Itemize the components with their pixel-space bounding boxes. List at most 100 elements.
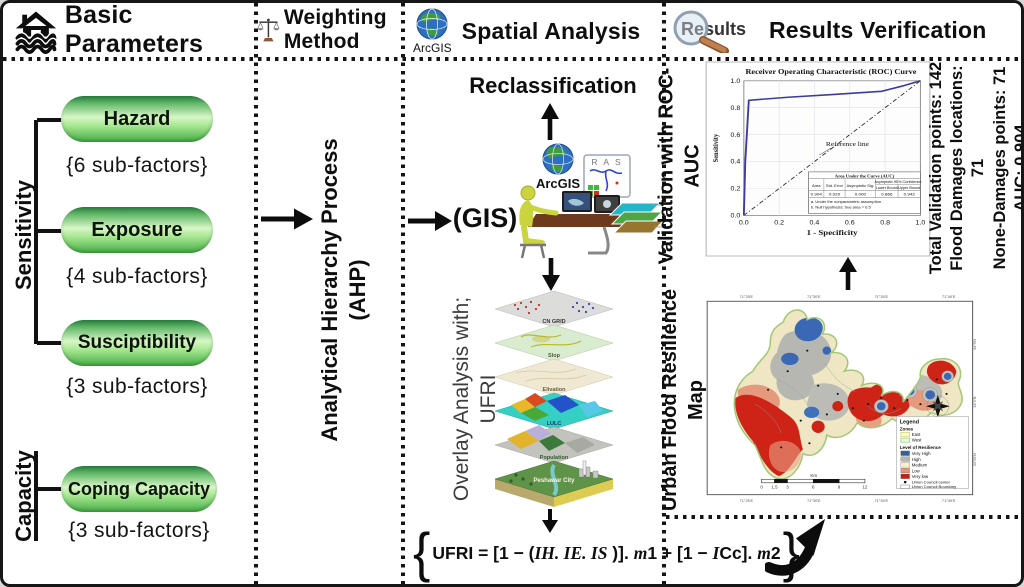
legend-title: Legend <box>900 420 919 426</box>
layer-label-population: Population <box>540 455 569 461</box>
svg-text:0.0: 0.0 <box>731 213 741 219</box>
header-results-verification: Results Results Verification <box>667 3 1021 57</box>
svg-text:0.000: 0.000 <box>855 192 867 197</box>
svg-text:33°55'N: 33°55'N <box>973 453 977 466</box>
legend-levels-title: Level of Resilience <box>900 445 942 450</box>
layer-label-slop: Slop <box>548 353 561 359</box>
svg-text:71°40'E: 71°40'E <box>942 295 956 299</box>
svg-text:b. Null hypothesis: true area: b. Null hypothesis: true area = 0.5 <box>811 206 871 210</box>
svg-text:High: High <box>912 457 922 462</box>
capacity-stub-coping <box>37 487 61 491</box>
factor-label-hazard: Hazard <box>103 107 171 130</box>
validation-stats: Total Validation points: 142 Flood Damag… <box>927 54 1024 282</box>
stat-flood-damage-locations: Flood Damages locations: 71 <box>948 65 988 271</box>
stat-total-validation-points: Total Validation points: 142 <box>927 61 946 275</box>
svg-text:0.904: 0.904 <box>811 192 823 197</box>
ras-river-glyph <box>589 169 623 192</box>
svg-text:0.866: 0.866 <box>881 192 893 197</box>
map-district-boundary <box>733 309 963 480</box>
ufri-formula: { UFRI = [1 − (IH. IE. IS )]. m1 + [1 − … <box>413 525 800 581</box>
map-x-ticks-bottom: 71°25'E 71°30'E 71°35'E 71°40'E <box>740 499 956 503</box>
svg-text:9: 9 <box>838 485 841 490</box>
svg-text:0.8: 0.8 <box>880 220 890 226</box>
factor-box-coping-capacity: Coping Capacity <box>61 466 217 512</box>
roc-reference-line <box>743 80 921 216</box>
header-title-basic-parameters: Basic Parameters <box>64 1 204 58</box>
svg-text:0.4: 0.4 <box>731 159 741 165</box>
resilience-map: 71°25'E 71°30'E 71°35'E 71°40'E 71°25'E … <box>706 295 977 503</box>
svg-text:a. Under the nonparametric ass: a. Under the nonparametric assumption <box>811 200 881 204</box>
roc-ylabel: Sensitivity <box>711 133 720 162</box>
flood-house-icon <box>15 11 57 54</box>
map-union-council-centers <box>767 349 948 449</box>
svg-text:0.2: 0.2 <box>774 220 784 226</box>
arrow-up-to-reclassification <box>541 103 559 140</box>
roc-y-ticks: 1.0 0.8 0.6 0.4 0.2 0.0 <box>731 78 741 219</box>
svg-text:Asymptotic Sig.: Asymptotic Sig. <box>847 184 875 188</box>
results-magnifier-icon: Results <box>673 10 746 53</box>
header-title-weighting-method: Weighting Method <box>284 6 401 54</box>
svg-text:0.0: 0.0 <box>739 220 749 226</box>
svg-text:71°30'E: 71°30'E <box>807 295 821 299</box>
gis-label: (GIS) <box>452 203 518 233</box>
subfactors-coping-capacity: {3 sub-factors} <box>68 519 210 542</box>
map-internal-boundaries <box>754 362 901 434</box>
svg-text:Medium: Medium <box>912 463 928 468</box>
svg-text:34°5'N: 34°5'N <box>973 339 977 350</box>
subfactors-exposure: {4 sub-factors} <box>66 265 208 288</box>
map-x-ticks-top: 71°25'E 71°30'E 71°35'E 71°40'E <box>740 295 956 299</box>
factor-box-hazard: Hazard <box>61 96 213 142</box>
svg-text:6: 6 <box>812 485 815 490</box>
arrow-down-to-overlay <box>542 258 560 291</box>
svg-text:Union Council Boundary: Union Council Boundary <box>912 484 957 489</box>
ras-caption: R A S <box>591 157 622 167</box>
factor-label-susciptibility: Susciptibility <box>77 332 197 353</box>
sensitivity-stub-exposure <box>37 229 61 233</box>
header-title-spatial-analysis: Spatial Analysis <box>461 17 641 44</box>
arrow-right-into-ahp <box>261 208 313 230</box>
map-regions <box>735 317 957 477</box>
svg-text:Lower Bound: Lower Bound <box>876 186 898 190</box>
roc-curve <box>742 80 921 216</box>
factor-label-coping-capacity: Coping Capacity <box>67 478 210 499</box>
layer-label-elivation: Elivation <box>543 387 567 393</box>
roc-reference-label: Reference line <box>826 142 869 148</box>
svg-text:0.020: 0.020 <box>829 192 841 197</box>
svg-text:0.4: 0.4 <box>810 220 820 226</box>
gis-layer-stack: CN GRID Slop Elivation LULC Population P… <box>494 290 614 507</box>
svg-text:West: West <box>912 438 923 443</box>
auc-table-title: Area Under the Curve (AUC) <box>835 174 895 179</box>
stat-auc-value: AUC: 0.904 <box>1011 124 1024 212</box>
overlay-analysis-label: Overlay Analysis with; UFRI <box>450 284 500 514</box>
header-spatial-analysis: ArcGIS Spatial Analysis <box>413 3 659 59</box>
legend-zones-title: Zones <box>900 426 914 431</box>
svg-text:0.2: 0.2 <box>731 186 741 192</box>
svg-text:0.6: 0.6 <box>731 132 741 138</box>
header-basic-parameters: Basic Parameters <box>15 1 251 58</box>
header-title-weighting-method-text: Weighting Method <box>283 5 387 53</box>
roc-xlabel: 1 - Specificity <box>807 229 858 237</box>
sensitivity-stub-hazard <box>37 118 61 122</box>
svg-text:0.942: 0.942 <box>904 192 916 197</box>
ahp-label: Analytical Hierarchy Process (AHP) <box>312 125 376 455</box>
formula-body: UFRI = [1 − (IH. IE. IS )]. m1 + [1 − IC… <box>432 542 781 563</box>
svg-text:Km: Km <box>810 473 817 478</box>
divider-col3-col4 <box>662 3 666 584</box>
svg-text:Union Council center: Union Council center <box>912 480 951 485</box>
gis-workstation-illustration: ArcGIS R A S <box>519 143 663 259</box>
subfactors-hazard: {6 sub-factors} <box>66 154 208 177</box>
svg-text:Low: Low <box>912 468 921 473</box>
map-y-ticks: 34°5'N 34°0'N 33°55'N <box>973 339 977 466</box>
svg-text:0: 0 <box>760 485 763 490</box>
svg-text:Very low: Very low <box>912 474 929 479</box>
divider-header <box>3 57 1021 61</box>
roc-title: Receiver Operating Characteristic (ROC) … <box>745 67 917 75</box>
svg-text:71°40'E: 71°40'E <box>942 499 956 503</box>
arrow-up-to-roc <box>839 257 857 290</box>
auc-table: Area Under the Curve (AUC) Area Std. Err… <box>808 171 922 214</box>
header-weighting-method: Weighting Method <box>257 3 401 57</box>
validation-roc-auc-text: Validation with ROC-AUC <box>655 67 704 265</box>
factor-box-susciptibility: Susciptibility <box>61 320 213 366</box>
svg-text:Std. Error: Std. Error <box>826 184 844 188</box>
